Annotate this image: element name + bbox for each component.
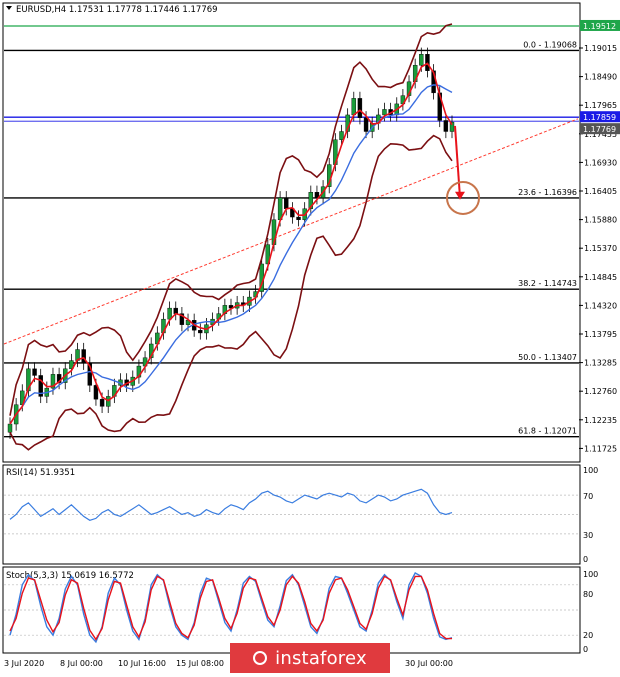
stoch-d-line <box>9 575 452 641</box>
price-label-11: 1.13285 <box>584 359 617 368</box>
target-circle <box>446 180 480 215</box>
price-label-0: 1.19015 <box>584 44 617 53</box>
rsi-panel-frame <box>2 464 581 565</box>
bollinger-upper <box>9 23 453 416</box>
candle-body-49 <box>308 192 314 209</box>
trend-line <box>3 118 579 345</box>
x-label-3: 15 Jul 08:00 <box>176 659 224 668</box>
price-tag-bg-2 <box>580 123 620 135</box>
stoch-scale-80: 80 <box>583 590 593 599</box>
price-label-1: 1.18490 <box>584 73 617 82</box>
candle-body-67 <box>419 54 424 66</box>
stoch-scale-20: 20 <box>583 631 593 640</box>
x-label-2: 10 Jul 16:00 <box>118 659 166 668</box>
price-tag-bg-1 <box>580 111 620 123</box>
stoch-layer <box>4 572 579 644</box>
candle-body-12 <box>81 349 86 364</box>
rsi-scale-100: 100 <box>583 466 598 475</box>
price-label-5: 1.16405 <box>584 187 617 196</box>
price-label-2: 1.17965 <box>584 101 617 110</box>
candle-body-7 <box>50 374 56 389</box>
x-label-0: 3 Jul 2020 <box>4 659 44 668</box>
candle-body-56 <box>351 98 356 116</box>
rsi-label: RSI(14) 51.9351 <box>6 468 75 478</box>
candle-body-61 <box>382 109 387 116</box>
price-label-7: 1.15370 <box>584 244 617 253</box>
symbol-header: EURUSD,H4 1.17531 1.17778 1.17446 1.1776… <box>16 5 218 15</box>
candle-body-71 <box>443 120 449 132</box>
watermark-text: instaforex <box>275 647 367 669</box>
rsi-scale-70: 70 <box>583 492 593 501</box>
price-label-3: 1.17455 <box>584 130 617 139</box>
candle-body-4 <box>32 368 37 376</box>
price-tag-bg-0 <box>580 19 620 31</box>
forecast-arrow-head <box>455 191 465 200</box>
candle-body-10 <box>69 360 74 370</box>
fib-label-3: 50.0 - 1.13407 <box>518 353 577 362</box>
candle-body-45 <box>284 197 289 209</box>
candle-body-5 <box>38 375 43 397</box>
candle-body-54 <box>339 131 344 140</box>
candle-body-13 <box>87 363 93 386</box>
price-panel-frame <box>2 2 581 463</box>
bollinger-lower <box>9 134 453 451</box>
price-axis: 1.19015 1.18490 1.17965 1.17455 1.16930 1.164… <box>579 19 620 453</box>
rsi-layer <box>4 488 579 535</box>
price-tag-1: 1.17859 <box>583 113 616 122</box>
stoch-label: Stoch(5,3,3) 15.0619 16.5772 <box>6 571 134 581</box>
price-label-10: 1.13795 <box>584 330 617 339</box>
candle-body-31 <box>198 329 203 334</box>
fib-label-0: 0.0 - 1.19068 <box>523 40 577 49</box>
forecast-arrow-shaft <box>454 125 461 198</box>
candle-body-50 <box>314 192 320 198</box>
fib-label-2: 38.2 - 1.14743 <box>518 279 577 288</box>
price-label-13: 1.12235 <box>584 416 617 425</box>
candle-body-14 <box>93 385 99 400</box>
price-label-8: 1.14845 <box>584 273 617 282</box>
fib-label-1: 23.6 - 1.16396 <box>518 188 577 197</box>
candle-body-47 <box>296 216 301 221</box>
candle-body-0 <box>7 423 13 433</box>
stoch-k-line <box>9 572 453 644</box>
candle-body-3 <box>26 368 31 392</box>
ma-slow-blue <box>9 84 453 425</box>
candle-body-58 <box>363 117 369 132</box>
watermark: instaforex <box>230 643 390 673</box>
triangle-down-icon[interactable] <box>6 6 12 10</box>
price-label-6: 1.15880 <box>584 216 617 225</box>
stoch-panel-frame <box>2 566 581 654</box>
instaforex-logo-icon <box>253 651 268 665</box>
price-layer: 0.0 - 1.19068 23.6 - 1.16396 38.2 - 1.1474… <box>3 23 579 451</box>
x-label-1: 8 Jul 00:00 <box>60 659 103 668</box>
price-tag-0: 1.19512 <box>583 22 616 31</box>
ma-fast-red <box>9 62 453 425</box>
rsi-scale-30: 30 <box>583 531 593 540</box>
stoch-scale-0: 0 <box>583 645 588 654</box>
price-label-4: 1.16930 <box>584 158 617 167</box>
price-label-9: 1.14320 <box>584 301 617 310</box>
price-tag-2: 1.17769 <box>583 125 616 134</box>
candle-body-15 <box>99 398 105 407</box>
stoch-scale-100: 100 <box>583 570 598 579</box>
candle-body-72 <box>449 121 455 132</box>
price-label-12: 1.12760 <box>584 387 617 396</box>
candle-body-57 <box>357 98 363 118</box>
candle-body-28 <box>179 313 185 325</box>
x-label-4: 30 Jul 00:00 <box>405 659 453 668</box>
fib-label-4: 61.8 - 1.12071 <box>518 427 577 436</box>
rsi-scale-0: 0 <box>583 555 588 564</box>
price-label-14: 1.11725 <box>584 444 617 453</box>
rsi-line <box>9 488 453 521</box>
